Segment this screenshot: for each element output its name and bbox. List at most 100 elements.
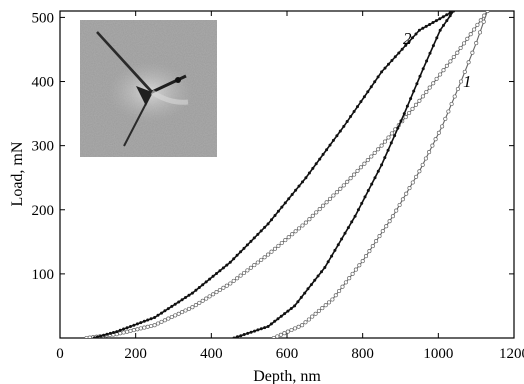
series-2-unloading-point	[363, 195, 367, 199]
series-1-loading-point	[217, 287, 222, 293]
x-axis-ticks: 0 200 400 600 800 1000 1200	[56, 11, 524, 362]
series-1-loading-point	[410, 106, 415, 111]
series-2-loading-point	[221, 266, 225, 270]
series-2-loading-point	[194, 288, 198, 292]
series-1-unloading-point	[433, 137, 438, 142]
series-2-unloading-point	[393, 134, 397, 138]
series-2-unloading-point	[415, 82, 419, 86]
series-1-unloading-point	[455, 86, 460, 92]
series-2-loading-point	[105, 332, 109, 336]
series-2-unloading-point	[445, 19, 449, 23]
series-2-unloading-point	[389, 141, 393, 145]
series-2-loading-point	[390, 59, 394, 62]
series-1-loading-point	[159, 319, 164, 324]
series-2-loading-point	[331, 138, 335, 142]
series-1-loading-point	[197, 300, 202, 305]
series-1-loading-point	[365, 158, 370, 163]
series-2-loading-point	[362, 95, 366, 99]
series-1-unloading-point	[374, 239, 379, 244]
series-1-unloading-point	[420, 162, 425, 167]
series-2-loading-point	[376, 75, 380, 79]
series-1-unloading-point	[485, 11, 490, 14]
series-2-loading-point	[129, 325, 132, 328]
series-1-loading-point	[200, 298, 205, 303]
series-1-unloading-point	[407, 186, 412, 191]
series-2-loading-point	[235, 253, 239, 257]
series-2-unloading-point	[412, 89, 416, 93]
series-2-loading-point	[428, 23, 432, 26]
series-1-unloading-point	[380, 229, 385, 234]
series-1-unloading-point	[363, 254, 369, 259]
series-1-unloading-point	[300, 323, 305, 328]
series-2-loading-point	[431, 21, 435, 24]
series-2-loading-point	[301, 180, 304, 184]
series-2-loading-point	[95, 335, 99, 338]
series-1-loading-point	[348, 176, 353, 181]
series-2-loading-point	[417, 28, 421, 32]
series-2-loading-point	[173, 302, 177, 306]
series-1-loading-point	[403, 115, 408, 120]
series-1-loading-point	[424, 89, 429, 95]
series-1-unloading-point	[360, 259, 365, 264]
series-2-unloading-point	[303, 291, 307, 295]
series-2-loading-point	[256, 232, 260, 236]
series-1-loading-point	[451, 54, 456, 60]
series-1-loading-point	[427, 85, 432, 90]
series-1-loading-point	[152, 323, 157, 328]
series-2-loading-point	[122, 327, 126, 331]
series-1-loading-point	[252, 263, 257, 268]
series-2-unloading-point	[273, 319, 277, 323]
series-2-unloading-point	[326, 260, 330, 264]
series-2-loading-point	[166, 307, 170, 311]
series-2-unloading-point	[346, 226, 350, 230]
series-1-loading-point	[362, 161, 367, 166]
series-1-loading-point	[472, 27, 477, 32]
series-2-unloading-point	[360, 201, 364, 205]
series-1-loading-point	[331, 193, 336, 198]
series-2-loading-point	[118, 328, 122, 332]
series-1-unloading-point	[323, 303, 328, 308]
series-2-loading-point	[263, 225, 267, 229]
series-1-loading-point	[420, 94, 425, 99]
series-2-loading-point	[273, 214, 277, 217]
series-2-unloading-point	[376, 169, 380, 173]
series-1-unloading-point	[370, 244, 375, 249]
series-1-loading-point	[455, 50, 460, 55]
indentation-image	[80, 20, 217, 157]
series-2-unloading-point	[428, 51, 432, 55]
series-1-loading-point	[118, 331, 123, 336]
series-2-loading-point	[184, 296, 187, 299]
series-2-unloading-point	[396, 126, 400, 130]
series-1-loading-point	[259, 257, 264, 262]
series-1-loading-point	[228, 281, 233, 286]
series-2-loading-point	[424, 24, 428, 28]
series-1-unloading-point	[397, 202, 402, 208]
x-tick-label: 1000	[423, 346, 453, 362]
series-1-unloading-point	[481, 19, 486, 24]
series-2-loading-point	[359, 100, 363, 104]
series-2-unloading-point	[370, 182, 374, 186]
y-tick-label: 100	[32, 267, 55, 283]
series-1-unloading-point	[410, 180, 415, 185]
series-1-loading-point	[417, 98, 422, 103]
series-1-loading-point	[121, 330, 126, 335]
series-1-loading-point	[300, 223, 305, 228]
series-2-loading-point	[266, 222, 270, 226]
series-2-loading-point	[228, 260, 232, 264]
series-2-unloading-point	[253, 329, 256, 333]
series-2-loading-point	[380, 70, 384, 74]
series-1-unloading-point	[282, 331, 287, 336]
series-2-loading-point	[325, 148, 329, 152]
series-1-unloading-point	[436, 130, 441, 135]
series-2-unloading-point	[283, 312, 287, 316]
series-2-loading-point	[314, 162, 318, 166]
series-2-loading-point	[177, 300, 181, 304]
series-1-unloading-point	[466, 60, 471, 65]
series-2-unloading-point	[383, 156, 387, 160]
series-2-loading-point	[294, 188, 298, 192]
x-tick-label: 200	[124, 346, 147, 362]
series-1-unloading-point	[423, 156, 428, 161]
series-2-unloading-point	[293, 304, 297, 308]
series-2-unloading-point	[442, 23, 445, 27]
series-1-loading-point	[142, 325, 147, 330]
